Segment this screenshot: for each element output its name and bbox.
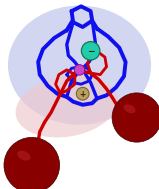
- Ellipse shape: [16, 75, 118, 137]
- Text: −: −: [86, 47, 94, 56]
- Ellipse shape: [8, 5, 151, 125]
- Circle shape: [76, 87, 89, 100]
- Circle shape: [81, 42, 100, 60]
- Text: +: +: [80, 90, 86, 98]
- Circle shape: [112, 93, 159, 142]
- Ellipse shape: [17, 151, 31, 161]
- Circle shape: [4, 137, 60, 189]
- Circle shape: [74, 65, 85, 75]
- Ellipse shape: [124, 104, 136, 113]
